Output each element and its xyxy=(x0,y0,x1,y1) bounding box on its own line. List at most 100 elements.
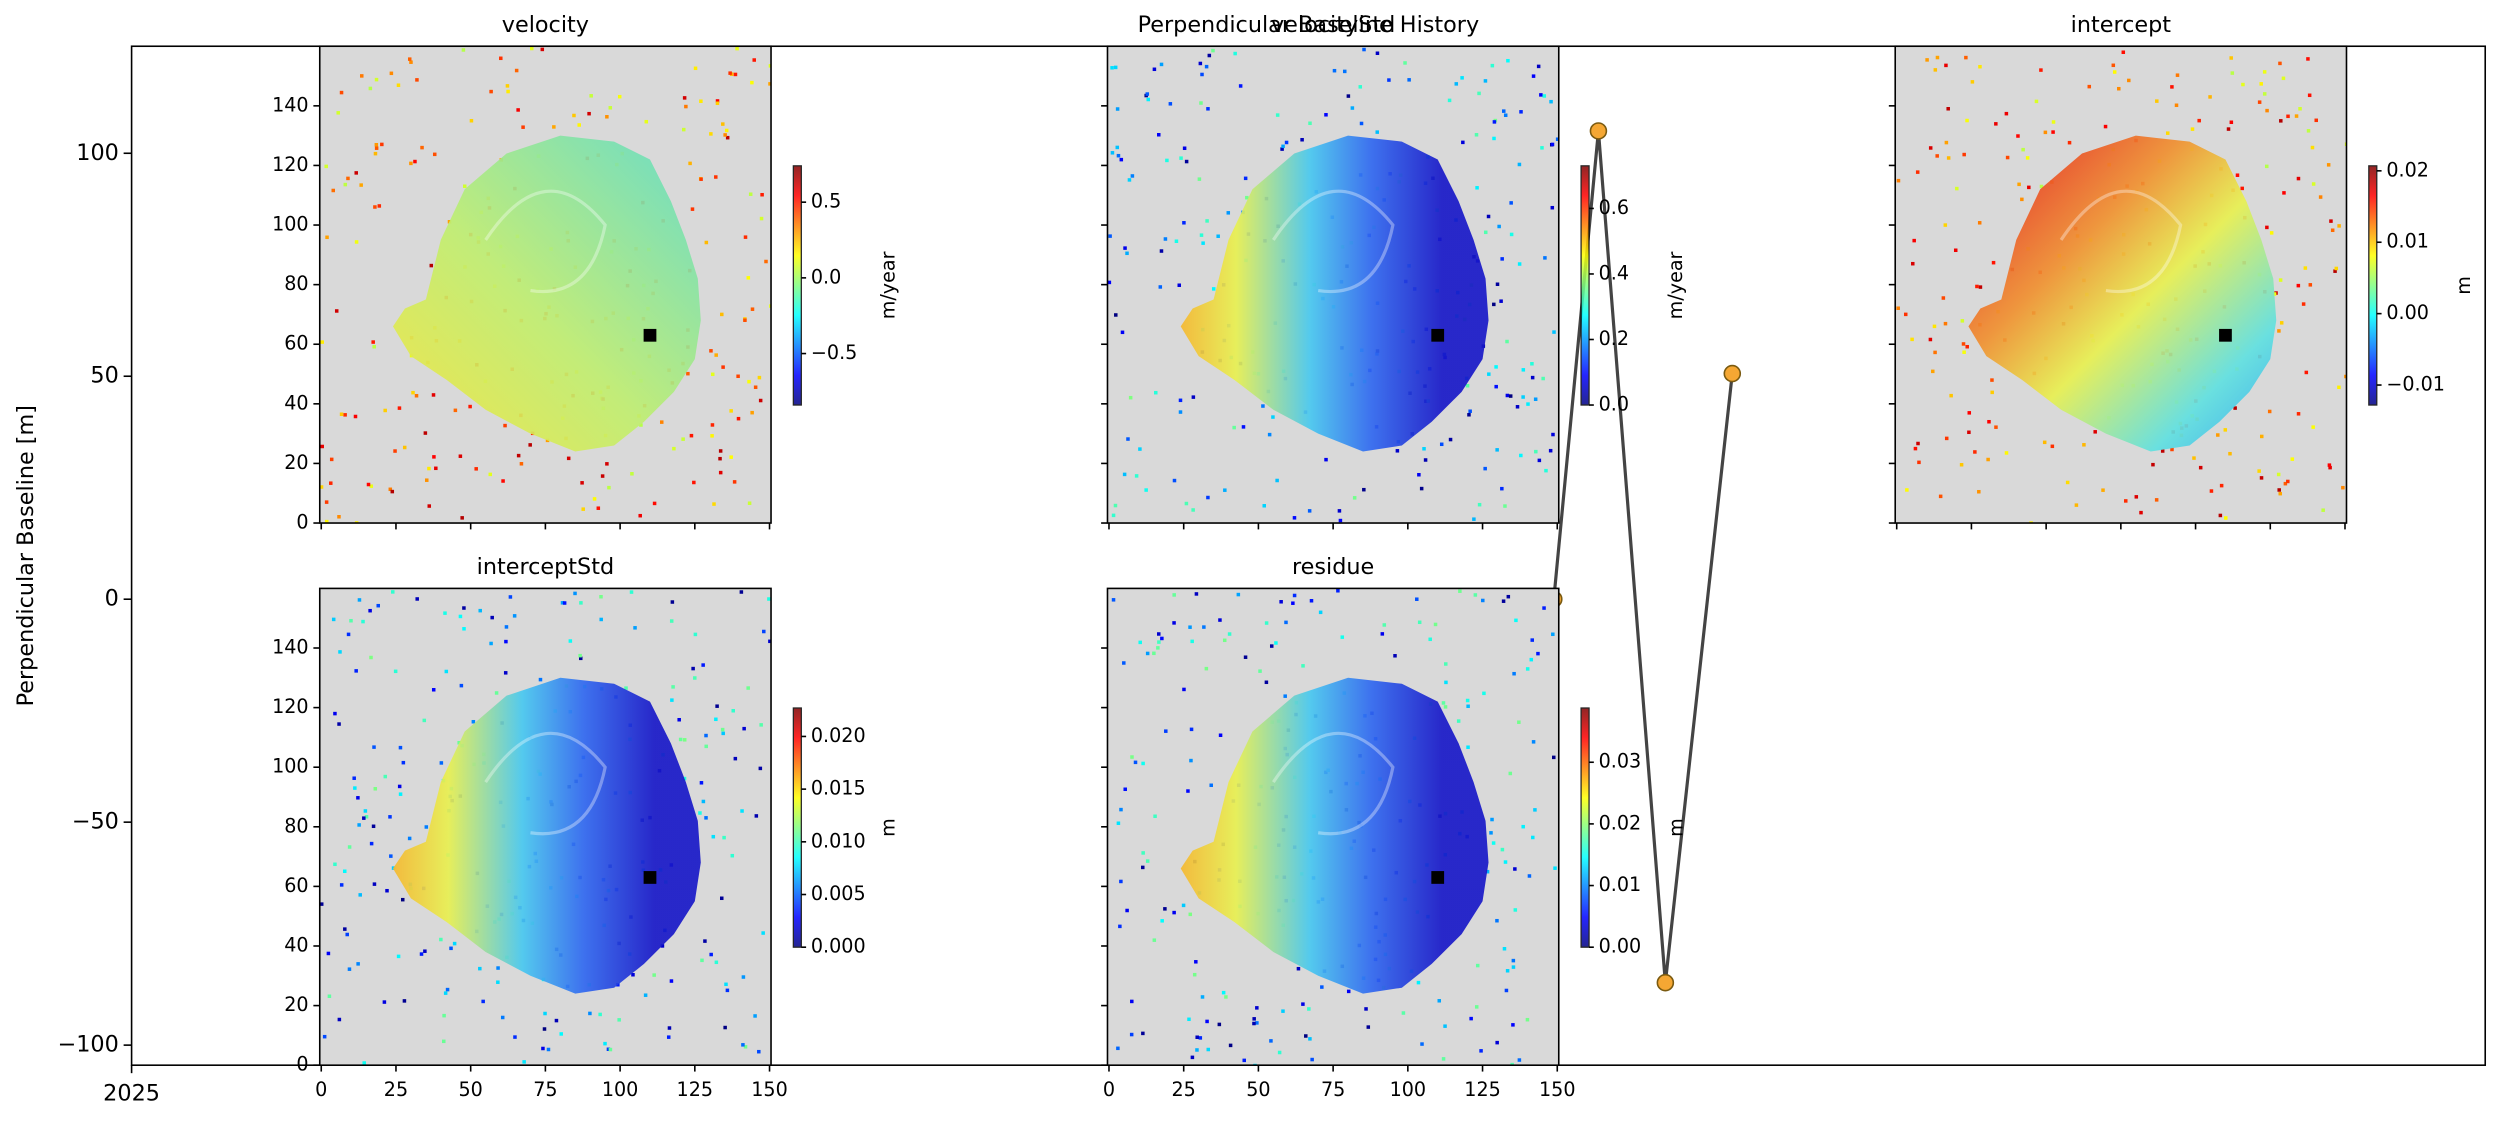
speckle xyxy=(2265,108,2269,113)
speckle xyxy=(1190,1055,1195,1060)
speckle xyxy=(1539,93,1543,97)
speckle xyxy=(2039,68,2043,72)
speckle xyxy=(1505,339,1509,344)
speckle xyxy=(1481,598,1485,603)
speckle xyxy=(1503,113,1508,117)
speckle xyxy=(2034,99,2039,104)
speckle xyxy=(2228,451,2232,456)
speckle xyxy=(743,318,747,322)
speckle xyxy=(1110,66,1114,70)
speckle xyxy=(2134,495,2139,499)
speckle xyxy=(1534,449,1538,454)
speckle xyxy=(1186,789,1190,793)
speckle xyxy=(714,175,718,179)
speckle xyxy=(2067,140,2072,145)
panel-title: velocityStd xyxy=(1271,12,1395,38)
speckle xyxy=(704,733,708,738)
image xyxy=(1107,588,1559,1066)
speckle xyxy=(1443,705,1448,709)
speckle xyxy=(1953,248,1958,253)
speckle xyxy=(1111,598,1116,602)
speckle xyxy=(354,669,358,673)
speckle xyxy=(439,761,444,765)
speckle xyxy=(2087,84,2092,89)
speckle xyxy=(1433,622,1438,627)
speckle xyxy=(1933,68,1938,72)
speckle xyxy=(2101,488,2105,492)
speckle xyxy=(652,501,657,506)
speckle xyxy=(2190,127,2195,131)
speckle xyxy=(732,480,737,484)
speckle xyxy=(1517,162,1522,167)
speckle xyxy=(721,365,725,369)
speckle xyxy=(1236,592,1241,597)
relief-shade xyxy=(484,189,607,294)
speckle xyxy=(2224,516,2228,520)
speckle xyxy=(1441,701,1446,705)
speckle xyxy=(758,398,763,403)
x-tick-label: 2025 xyxy=(103,1080,160,1106)
speckle xyxy=(1474,133,1479,137)
speckle xyxy=(2262,92,2267,96)
speckle xyxy=(1517,1058,1522,1062)
x-tick-label: 150 xyxy=(751,1078,788,1101)
speckle xyxy=(439,937,443,942)
speckle xyxy=(693,632,698,637)
speckle xyxy=(2296,176,2301,181)
speckle xyxy=(728,71,732,75)
speckle xyxy=(1944,140,1949,145)
speckle xyxy=(1531,740,1536,744)
speckle xyxy=(2039,184,2044,189)
speckle xyxy=(383,408,387,413)
speckle xyxy=(489,89,493,94)
colorbar xyxy=(792,165,802,406)
speckle xyxy=(2337,385,2341,390)
speckle xyxy=(1113,503,1118,508)
speckle xyxy=(1965,118,1969,123)
speckle xyxy=(1477,502,1482,507)
speckle xyxy=(1479,1049,1483,1053)
colorbar-label: m xyxy=(2452,276,2475,295)
speckle xyxy=(1417,472,1421,477)
speckle xyxy=(568,639,573,643)
speckle xyxy=(750,80,754,85)
speckle xyxy=(2327,463,2332,467)
speckle xyxy=(459,683,464,688)
speckle xyxy=(2103,124,2108,129)
speckle xyxy=(2029,521,2033,524)
speckle xyxy=(630,472,634,476)
speckle xyxy=(1494,365,1498,369)
speckle xyxy=(337,722,341,726)
speckle xyxy=(1513,867,1517,871)
speckle xyxy=(347,967,352,971)
speckle xyxy=(1122,472,1127,477)
speckle xyxy=(2277,488,2281,492)
speckle xyxy=(1483,230,1488,235)
speckle xyxy=(691,666,695,671)
speckle xyxy=(1509,232,1514,237)
speckle xyxy=(442,1013,446,1018)
speckle xyxy=(1437,999,1442,1003)
speckle xyxy=(2004,111,2009,116)
speckle xyxy=(750,410,754,415)
colorbar-tick-label: 0.02 xyxy=(2386,158,2429,181)
x-tick-label: 150 xyxy=(1539,1078,1576,1101)
speckle xyxy=(2241,82,2245,87)
speckle xyxy=(1228,1043,1233,1048)
speckle xyxy=(431,688,436,692)
speckle xyxy=(554,1018,559,1023)
speckle xyxy=(2278,278,2283,282)
speckle xyxy=(1205,1019,1209,1024)
speckle xyxy=(357,823,361,827)
speckle xyxy=(514,68,519,73)
panel-title: interceptStd xyxy=(477,554,614,580)
speckle xyxy=(429,263,434,268)
reference-point xyxy=(2219,328,2232,342)
speckle xyxy=(1160,919,1164,923)
speckle xyxy=(723,1025,727,1030)
speckle xyxy=(581,507,585,511)
reference-point xyxy=(1431,871,1445,884)
speckle xyxy=(1395,449,1400,453)
speckle xyxy=(2279,321,2284,325)
speckle xyxy=(1513,908,1518,912)
